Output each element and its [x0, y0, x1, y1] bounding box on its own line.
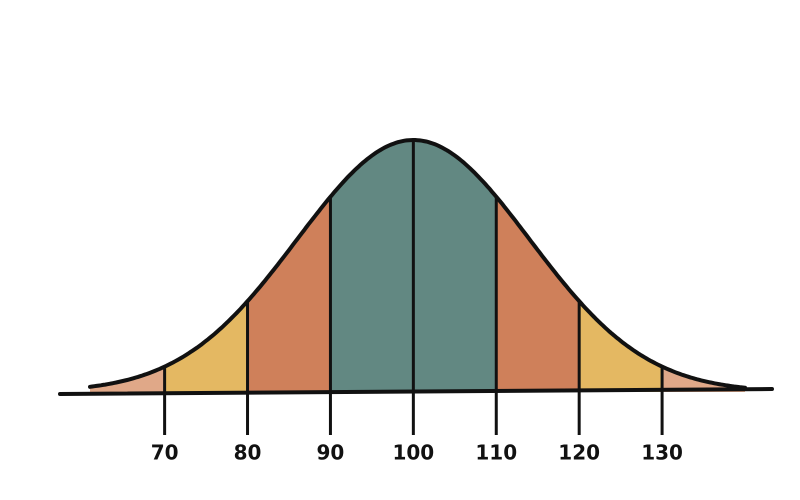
curve: [88, 138, 747, 390]
x-tick-label: 100: [392, 441, 434, 465]
band: [496, 196, 580, 392]
band: [247, 196, 331, 392]
x-tick-label: 110: [475, 441, 517, 465]
band: [413, 140, 497, 392]
x-tick-label: 70: [151, 441, 179, 465]
x-tick-label: 130: [641, 441, 683, 465]
x-tick-label: 90: [317, 441, 345, 465]
band: [330, 140, 414, 392]
x-tick-label: 80: [234, 441, 262, 465]
x-axis: [58, 387, 774, 396]
x-tick-label: 120: [558, 441, 600, 465]
